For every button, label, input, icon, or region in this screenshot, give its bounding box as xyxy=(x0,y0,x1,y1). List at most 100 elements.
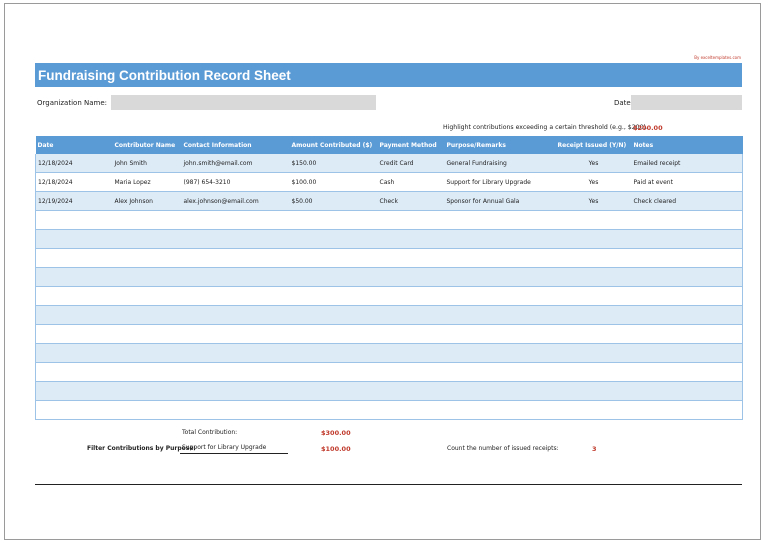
empty-cell[interactable] xyxy=(112,286,182,306)
empty-cell[interactable] xyxy=(631,286,743,306)
empty-cell[interactable] xyxy=(112,229,182,249)
empty-cell[interactable] xyxy=(181,362,290,382)
cell-contributor-name[interactable]: Maria Lopez xyxy=(112,172,182,192)
empty-cell[interactable] xyxy=(377,343,445,363)
empty-cell[interactable] xyxy=(631,381,743,401)
cell-amount[interactable]: $50.00 xyxy=(289,191,378,211)
empty-cell[interactable] xyxy=(631,400,743,420)
empty-cell[interactable] xyxy=(444,210,556,230)
empty-cell[interactable] xyxy=(289,381,378,401)
empty-cell[interactable] xyxy=(181,267,290,287)
cell-amount[interactable]: $100.00 xyxy=(289,172,378,192)
empty-cell[interactable] xyxy=(631,210,743,230)
empty-cell[interactable] xyxy=(377,400,445,420)
empty-cell[interactable] xyxy=(112,248,182,268)
empty-cell[interactable] xyxy=(377,324,445,344)
empty-cell[interactable] xyxy=(112,381,182,401)
empty-cell[interactable] xyxy=(631,267,743,287)
empty-cell[interactable] xyxy=(444,324,556,344)
empty-cell[interactable] xyxy=(555,267,632,287)
empty-cell[interactable] xyxy=(377,305,445,325)
cell-purpose[interactable]: Sponsor for Annual Gala xyxy=(444,191,556,211)
empty-cell[interactable] xyxy=(555,210,632,230)
empty-cell[interactable] xyxy=(35,210,113,230)
empty-cell[interactable] xyxy=(555,362,632,382)
empty-cell[interactable] xyxy=(35,305,113,325)
empty-cell[interactable] xyxy=(35,381,113,401)
empty-cell[interactable] xyxy=(555,343,632,363)
header-date[interactable]: Date xyxy=(35,136,113,154)
empty-cell[interactable] xyxy=(289,305,378,325)
empty-cell[interactable] xyxy=(35,286,113,306)
cell-notes[interactable]: Check cleared xyxy=(631,191,743,211)
empty-cell[interactable] xyxy=(289,286,378,306)
empty-cell[interactable] xyxy=(631,324,743,344)
empty-cell[interactable] xyxy=(377,210,445,230)
empty-cell[interactable] xyxy=(181,343,290,363)
header-contributor-name[interactable]: Contributor Name xyxy=(112,136,182,154)
empty-cell[interactable] xyxy=(35,229,113,249)
empty-cell[interactable] xyxy=(181,400,290,420)
empty-cell[interactable] xyxy=(444,248,556,268)
issued-receipts-count-value[interactable]: 3 xyxy=(592,445,597,453)
empty-cell[interactable] xyxy=(289,267,378,287)
empty-cell[interactable] xyxy=(289,324,378,344)
empty-cell[interactable] xyxy=(377,267,445,287)
empty-cell[interactable] xyxy=(112,324,182,344)
empty-cell[interactable] xyxy=(35,362,113,382)
empty-cell[interactable] xyxy=(631,362,743,382)
empty-cell[interactable] xyxy=(112,362,182,382)
cell-receipt-issued[interactable]: Yes xyxy=(555,154,632,173)
empty-cell[interactable] xyxy=(289,229,378,249)
empty-cell[interactable] xyxy=(112,210,182,230)
header-receipt-issued[interactable]: Receipt Issued (Y/N) xyxy=(555,136,632,154)
empty-cell[interactable] xyxy=(555,381,632,401)
header-payment-method[interactable]: Payment Method xyxy=(377,136,445,154)
empty-cell[interactable] xyxy=(289,210,378,230)
empty-cell[interactable] xyxy=(112,400,182,420)
empty-cell[interactable] xyxy=(631,229,743,249)
cell-purpose[interactable]: General Fundraising xyxy=(444,154,556,173)
empty-cell[interactable] xyxy=(377,381,445,401)
cell-contact-information[interactable]: alex.johnson@email.com xyxy=(181,191,290,211)
empty-cell[interactable] xyxy=(555,248,632,268)
empty-cell[interactable] xyxy=(181,324,290,344)
empty-cell[interactable] xyxy=(555,305,632,325)
date-field[interactable] xyxy=(631,95,742,110)
empty-cell[interactable] xyxy=(35,324,113,344)
empty-cell[interactable] xyxy=(289,362,378,382)
empty-cell[interactable] xyxy=(631,248,743,268)
cell-purpose[interactable]: Support for Library Upgrade xyxy=(444,172,556,192)
empty-cell[interactable] xyxy=(444,286,556,306)
cell-notes[interactable]: Paid at event xyxy=(631,172,743,192)
empty-cell[interactable] xyxy=(377,248,445,268)
cell-contributor-name[interactable]: John Smith xyxy=(112,154,182,173)
empty-cell[interactable] xyxy=(181,305,290,325)
empty-cell[interactable] xyxy=(377,229,445,249)
empty-cell[interactable] xyxy=(181,210,290,230)
empty-cell[interactable] xyxy=(555,286,632,306)
cell-receipt-issued[interactable]: Yes xyxy=(555,172,632,192)
filter-purpose-select[interactable]: Support for Library Upgrade xyxy=(180,441,288,454)
empty-cell[interactable] xyxy=(444,362,556,382)
header-contact-information[interactable]: Contact Information xyxy=(181,136,290,154)
empty-cell[interactable] xyxy=(444,267,556,287)
cell-date[interactable]: 12/18/2024 xyxy=(35,154,113,173)
empty-cell[interactable] xyxy=(289,248,378,268)
cell-amount[interactable]: $150.00 xyxy=(289,154,378,173)
empty-cell[interactable] xyxy=(555,400,632,420)
cell-date[interactable]: 12/18/2024 xyxy=(35,172,113,192)
empty-cell[interactable] xyxy=(35,343,113,363)
threshold-value-cell[interactable]: $200.00 xyxy=(633,124,663,132)
empty-cell[interactable] xyxy=(631,305,743,325)
empty-cell[interactable] xyxy=(377,362,445,382)
cell-notes[interactable]: Emailed receipt xyxy=(631,154,743,173)
header-amount-contributed[interactable]: Amount Contributed ($) xyxy=(289,136,378,154)
organization-name-field[interactable] xyxy=(111,95,376,110)
empty-cell[interactable] xyxy=(181,381,290,401)
empty-cell[interactable] xyxy=(631,343,743,363)
empty-cell[interactable] xyxy=(112,267,182,287)
cell-contact-information[interactable]: john.smith@email.com xyxy=(181,154,290,173)
filtered-total-value[interactable]: $100.00 xyxy=(321,445,351,453)
empty-cell[interactable] xyxy=(555,324,632,344)
